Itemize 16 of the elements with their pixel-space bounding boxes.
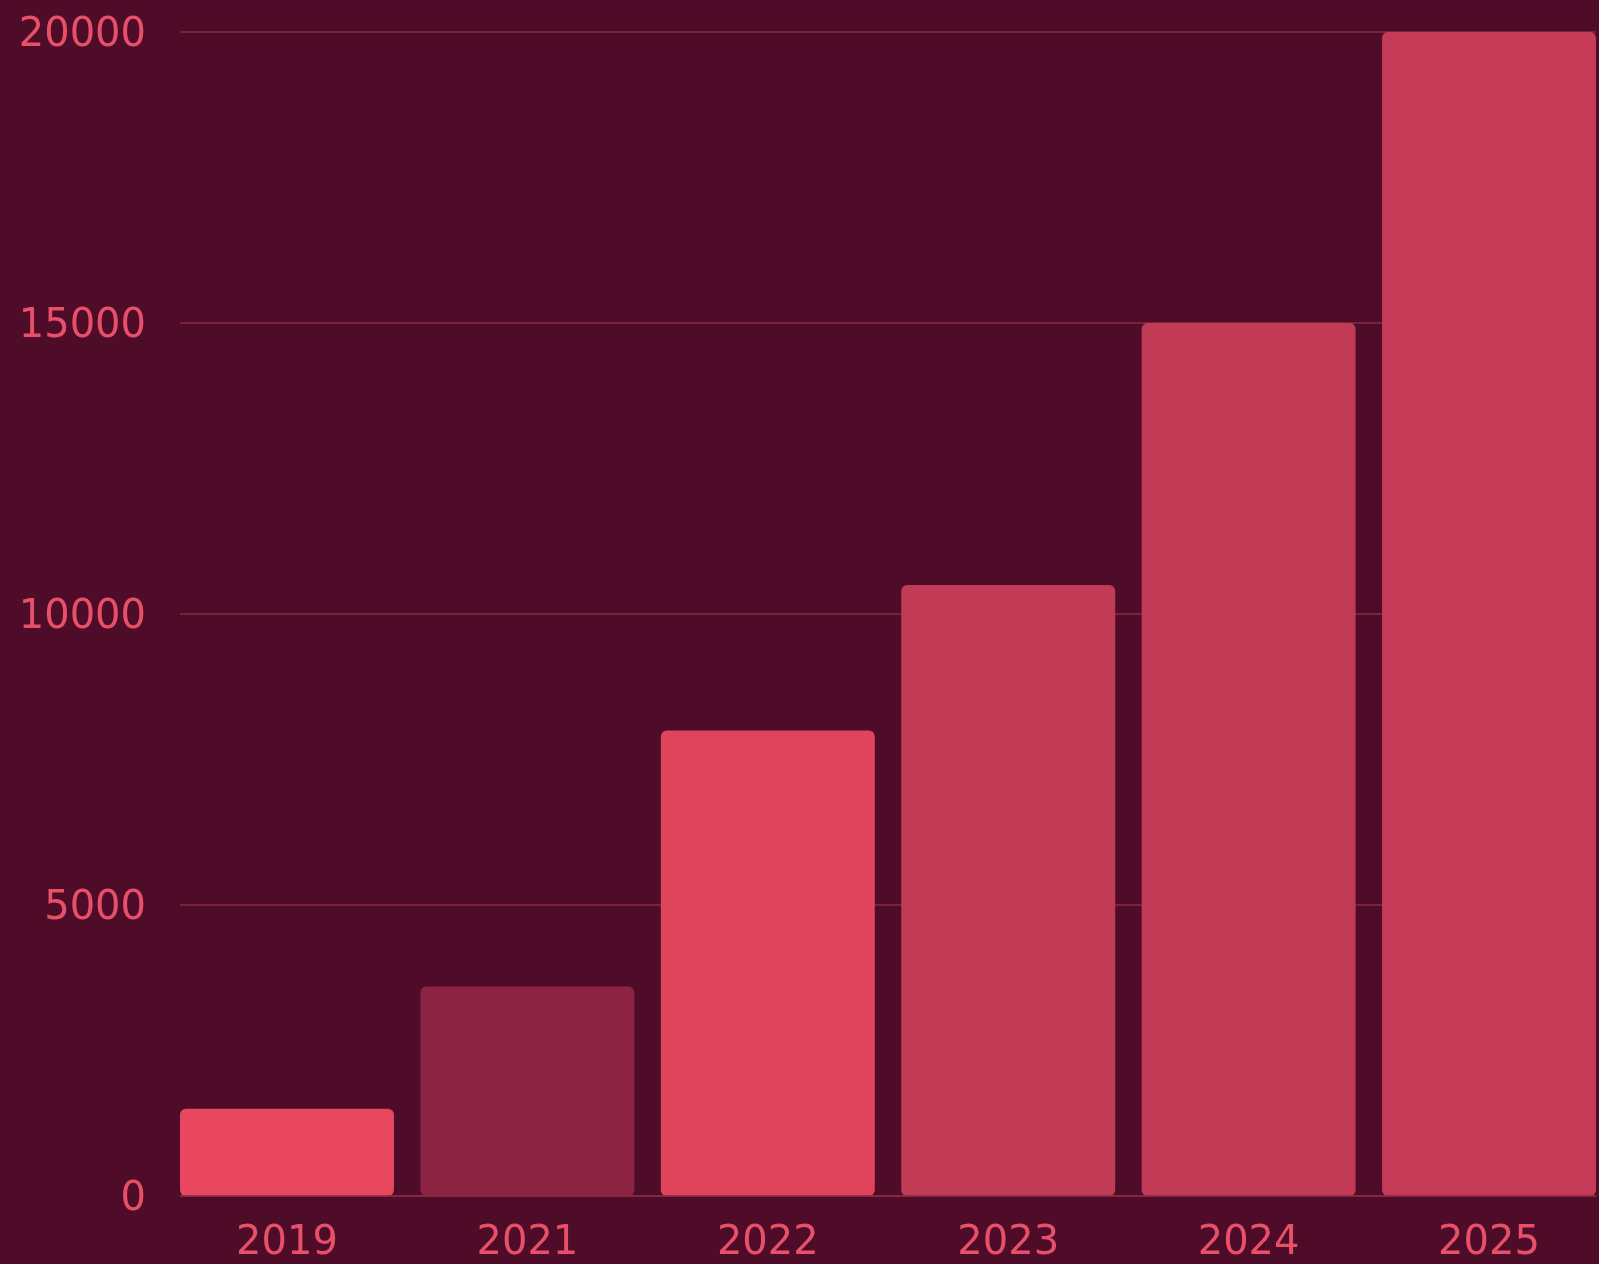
bar bbox=[1141, 323, 1356, 1196]
x-tick-label: 2022 bbox=[716, 1217, 819, 1263]
bar bbox=[1382, 32, 1596, 1196]
bar bbox=[901, 584, 1116, 1196]
x-tick-label: 2019 bbox=[236, 1217, 338, 1263]
x-tick-label: 2024 bbox=[1197, 1217, 1300, 1263]
x-tick-label: 2025 bbox=[1438, 1217, 1540, 1263]
x-tick-label: 2023 bbox=[957, 1217, 1060, 1263]
y-tick-label: 15000 bbox=[18, 300, 146, 346]
bar bbox=[180, 1108, 394, 1196]
y-tick-label: 10000 bbox=[18, 591, 146, 637]
y-tick-label: 20000 bbox=[18, 9, 146, 55]
x-tick-label: 2021 bbox=[476, 1217, 579, 1263]
y-tick-label: 0 bbox=[120, 1173, 146, 1219]
bar bbox=[660, 730, 875, 1196]
y-tick-label: 5000 bbox=[44, 882, 146, 928]
